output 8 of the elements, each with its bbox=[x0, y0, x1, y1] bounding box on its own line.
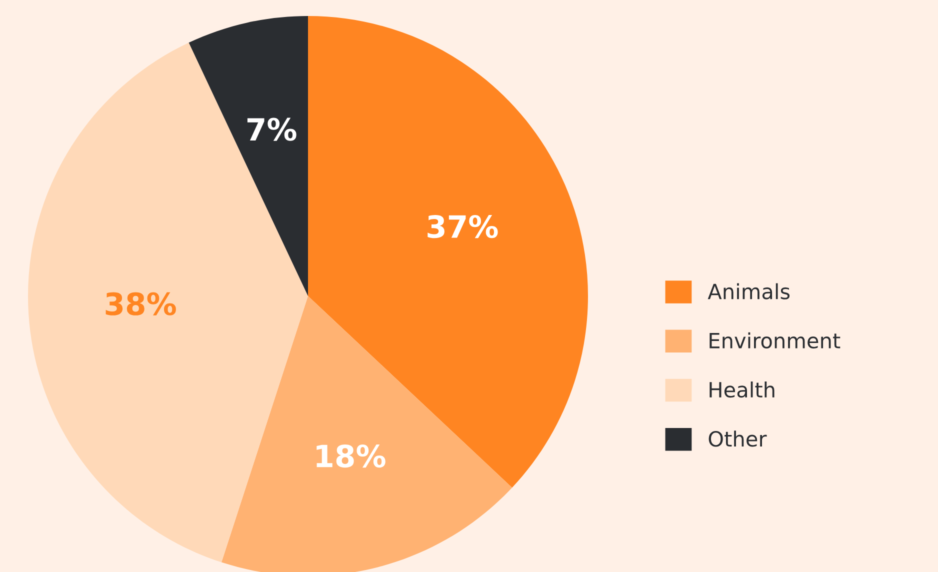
data-label: 18% bbox=[316, 444, 386, 468]
legend-label: Other bbox=[708, 430, 767, 447]
legend-label: Environment bbox=[710, 332, 840, 348]
data-label: 7% bbox=[247, 118, 296, 141]
legend-label: Health bbox=[710, 382, 774, 398]
data-label: 38% bbox=[106, 292, 176, 316]
legend-label: Animals bbox=[708, 283, 790, 300]
data-label: 37% bbox=[428, 215, 498, 238]
